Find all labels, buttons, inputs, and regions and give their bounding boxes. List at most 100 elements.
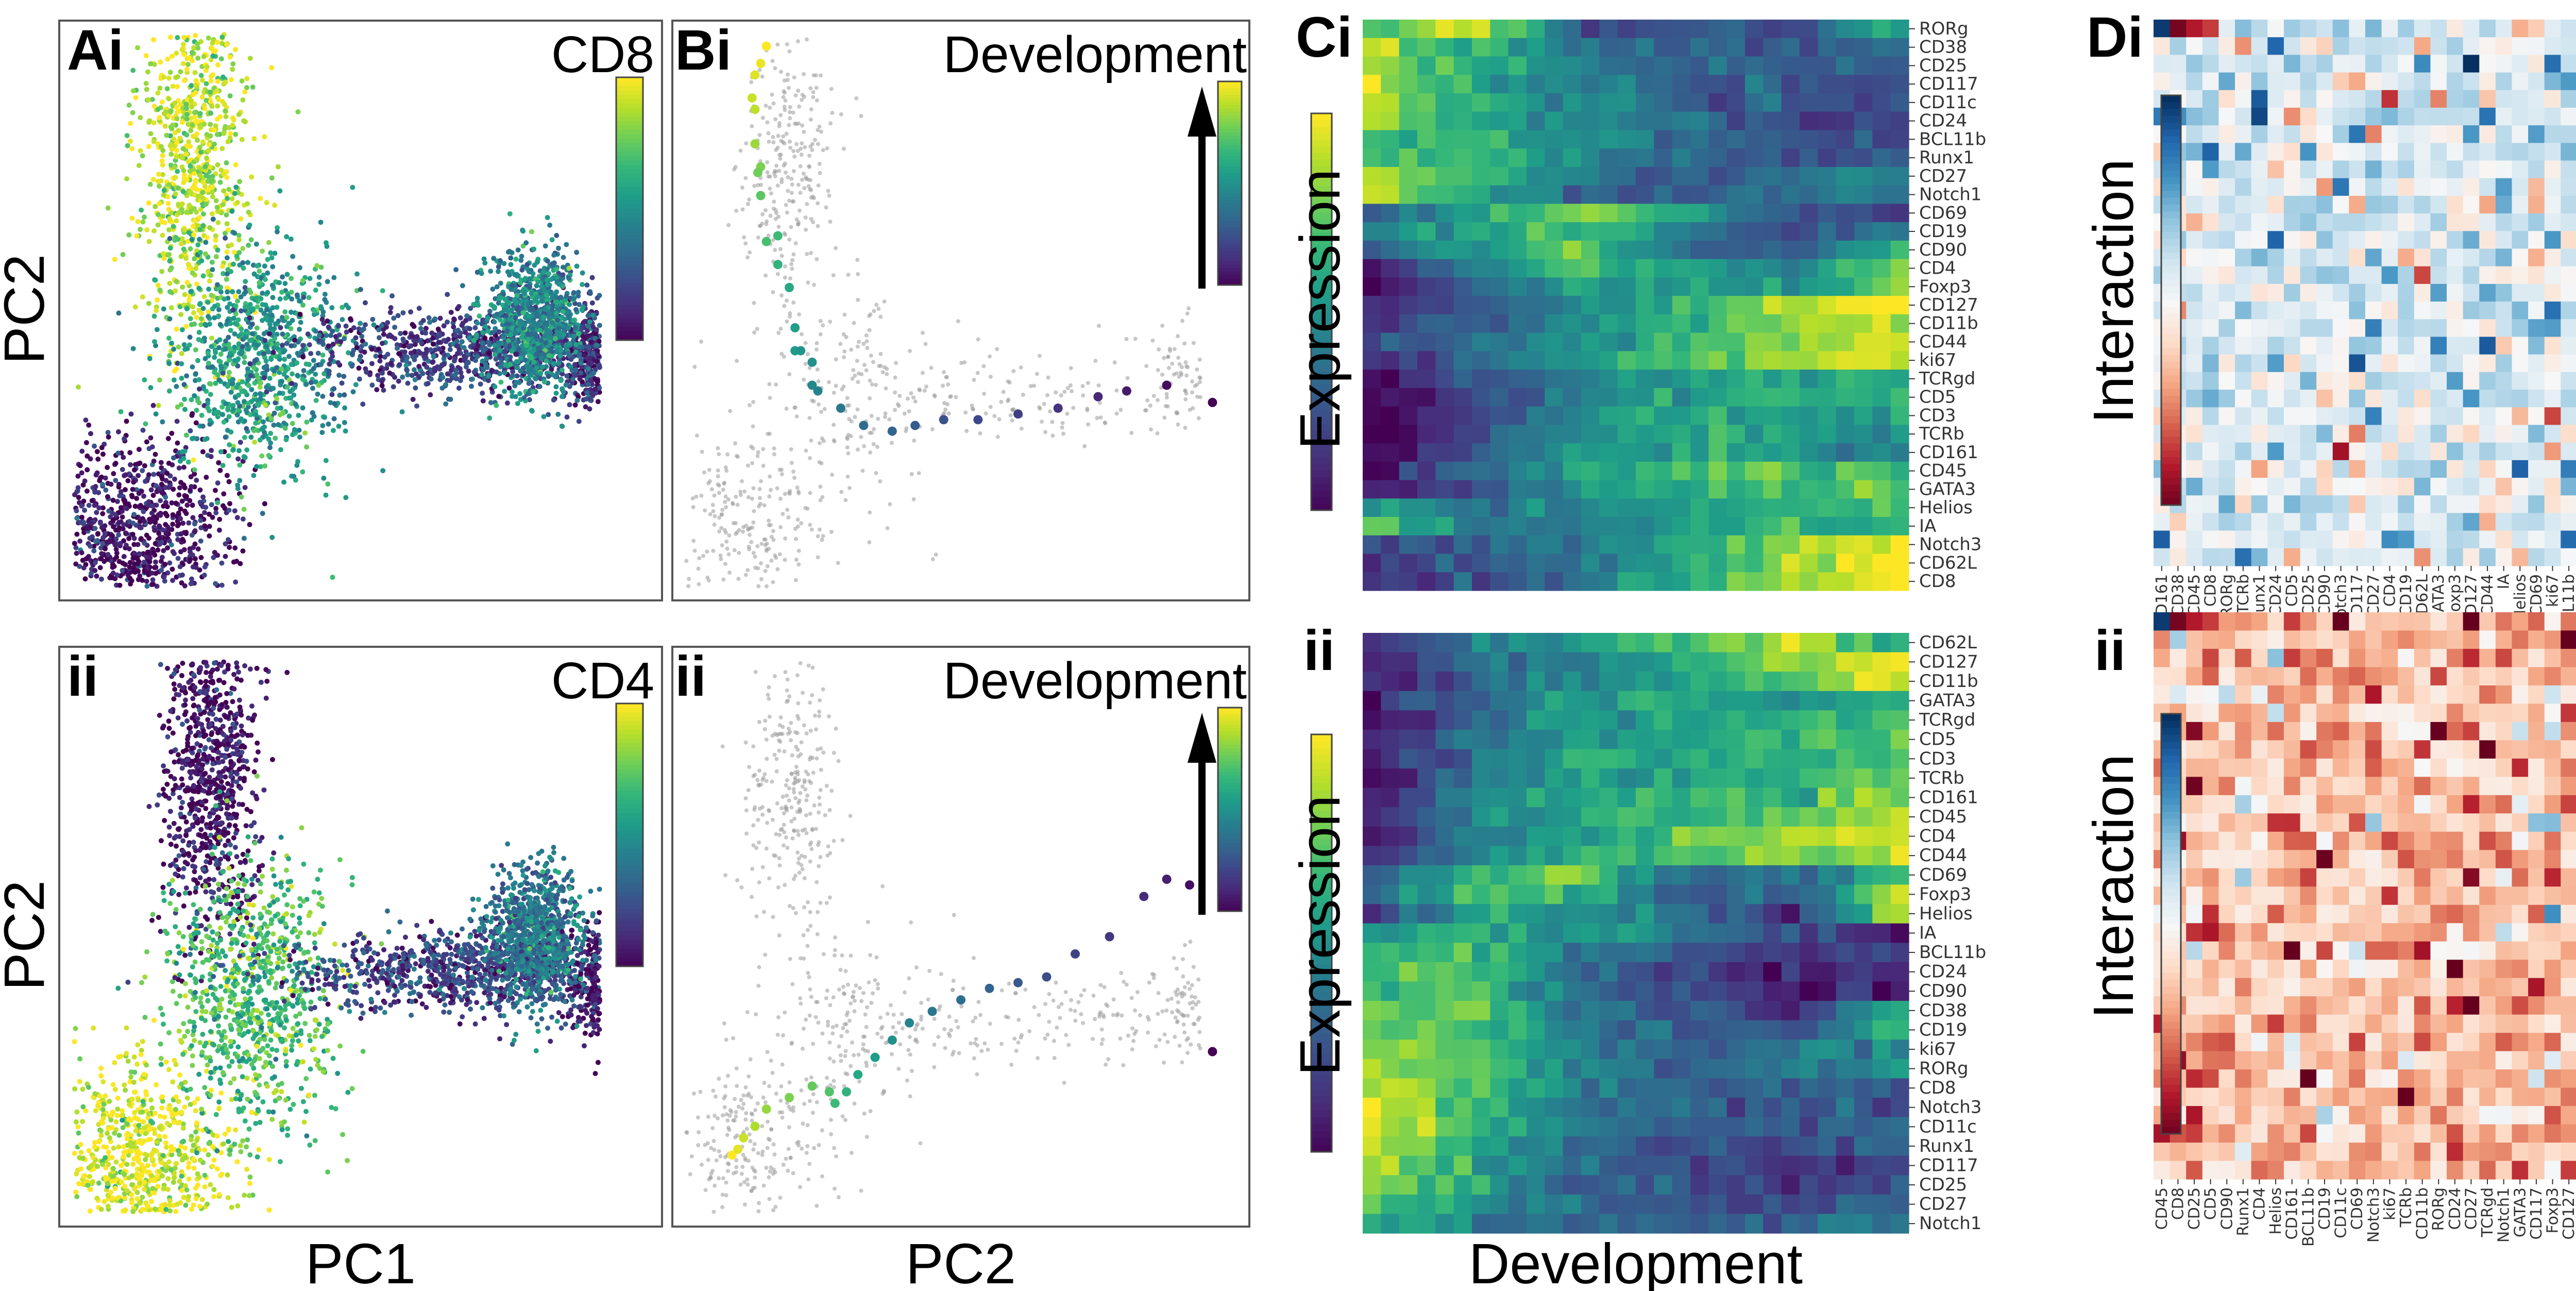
scatter-point — [256, 868, 262, 874]
scatter-point — [348, 316, 353, 322]
colorbar-segment — [616, 261, 643, 266]
scatter-point — [399, 409, 405, 415]
scatter-point — [230, 447, 236, 452]
scatter-point — [589, 300, 595, 306]
scatter-point — [543, 307, 548, 312]
scatter-point — [169, 146, 175, 152]
scatter-point — [212, 695, 218, 700]
scatter-point — [198, 149, 204, 155]
scatter-point — [310, 385, 316, 391]
scatter-point — [186, 139, 192, 145]
scatter-point — [580, 282, 585, 288]
scatter-point — [192, 854, 197, 860]
scatter-point — [180, 146, 186, 152]
scatter-point — [113, 478, 118, 483]
scatter-point — [469, 376, 475, 382]
scatter-point — [116, 310, 122, 316]
scatter-point — [84, 467, 90, 473]
scatter-point — [220, 724, 226, 729]
scatter-point — [200, 273, 206, 279]
scatter-point — [549, 261, 555, 267]
scatter-point — [336, 323, 342, 329]
scatter-point — [367, 372, 372, 377]
scatter-point — [172, 238, 178, 243]
scatter-point — [143, 421, 148, 427]
scatter-point — [159, 219, 165, 225]
scatter-point — [251, 942, 257, 947]
scatter-point — [234, 200, 240, 206]
scatter-point — [308, 380, 314, 385]
scatter-point — [495, 269, 501, 274]
scatter-point — [192, 556, 198, 562]
scatter-point — [221, 785, 227, 791]
scatter-point — [242, 304, 248, 310]
scatter-point — [554, 232, 560, 238]
scatter-point — [280, 331, 285, 337]
scatter-point — [381, 331, 386, 337]
scatter-point — [514, 351, 520, 357]
scatter-point — [264, 200, 269, 206]
scatter-point — [81, 498, 87, 504]
scatter-point — [95, 531, 100, 537]
scatter-point — [131, 479, 137, 485]
scatter-point — [358, 287, 363, 292]
scatter-point — [82, 508, 88, 513]
scatter-point — [440, 375, 446, 380]
scatter-point — [191, 672, 196, 678]
scatter-point — [542, 333, 548, 339]
scatter-point — [193, 32, 198, 38]
scatter-point — [236, 341, 242, 347]
scatter-point — [276, 354, 282, 360]
scatter-point — [213, 123, 218, 129]
scatter-point — [105, 551, 111, 557]
scatter-point — [136, 163, 142, 169]
scatter-point — [144, 227, 150, 233]
scatter-point — [204, 81, 209, 87]
scatter-point — [567, 341, 572, 346]
scatter-point — [208, 392, 213, 397]
scatter-point — [223, 108, 228, 114]
scatter-point — [164, 504, 170, 510]
scatter-point — [202, 564, 208, 570]
scatter-point — [400, 374, 405, 380]
scatter-point — [181, 903, 187, 909]
scatter-point — [351, 325, 357, 331]
scatter-point — [245, 346, 251, 352]
scatter-point — [190, 364, 195, 370]
scatter-point — [223, 843, 228, 848]
scatter-point — [492, 319, 497, 325]
scatter-point — [210, 514, 215, 520]
scatter-point — [518, 368, 523, 374]
scatter-point — [84, 453, 90, 459]
scatter-point — [568, 357, 574, 362]
scatter-point — [100, 511, 106, 516]
scatter-point — [214, 131, 220, 137]
scatter-point — [229, 381, 235, 387]
scatter-point — [88, 431, 94, 437]
scatter-point — [395, 345, 400, 351]
scatter-point — [453, 333, 459, 339]
scatter-point — [354, 345, 360, 350]
scatter-point — [225, 662, 231, 668]
scatter-point — [180, 155, 185, 161]
scatter-point — [270, 349, 276, 355]
scatter-point — [205, 299, 211, 305]
scatter-point — [231, 315, 236, 321]
scatter-point — [159, 99, 165, 105]
scatter-point — [123, 562, 128, 567]
scatter-point — [215, 78, 221, 84]
scatter-point — [181, 547, 187, 552]
scatter-point — [252, 439, 258, 445]
scatter-point — [325, 318, 330, 324]
scatter-point — [498, 379, 504, 385]
scatter-point — [187, 334, 193, 340]
scatter-point — [259, 453, 265, 459]
scatter-point — [158, 662, 163, 667]
colorbar-segment — [616, 331, 643, 337]
scatter-point — [246, 242, 251, 248]
scatter-point — [258, 196, 263, 202]
scatter-point — [561, 389, 566, 395]
scatter-point — [417, 350, 423, 356]
scatter-point — [77, 463, 83, 468]
scatter-point — [507, 362, 513, 367]
